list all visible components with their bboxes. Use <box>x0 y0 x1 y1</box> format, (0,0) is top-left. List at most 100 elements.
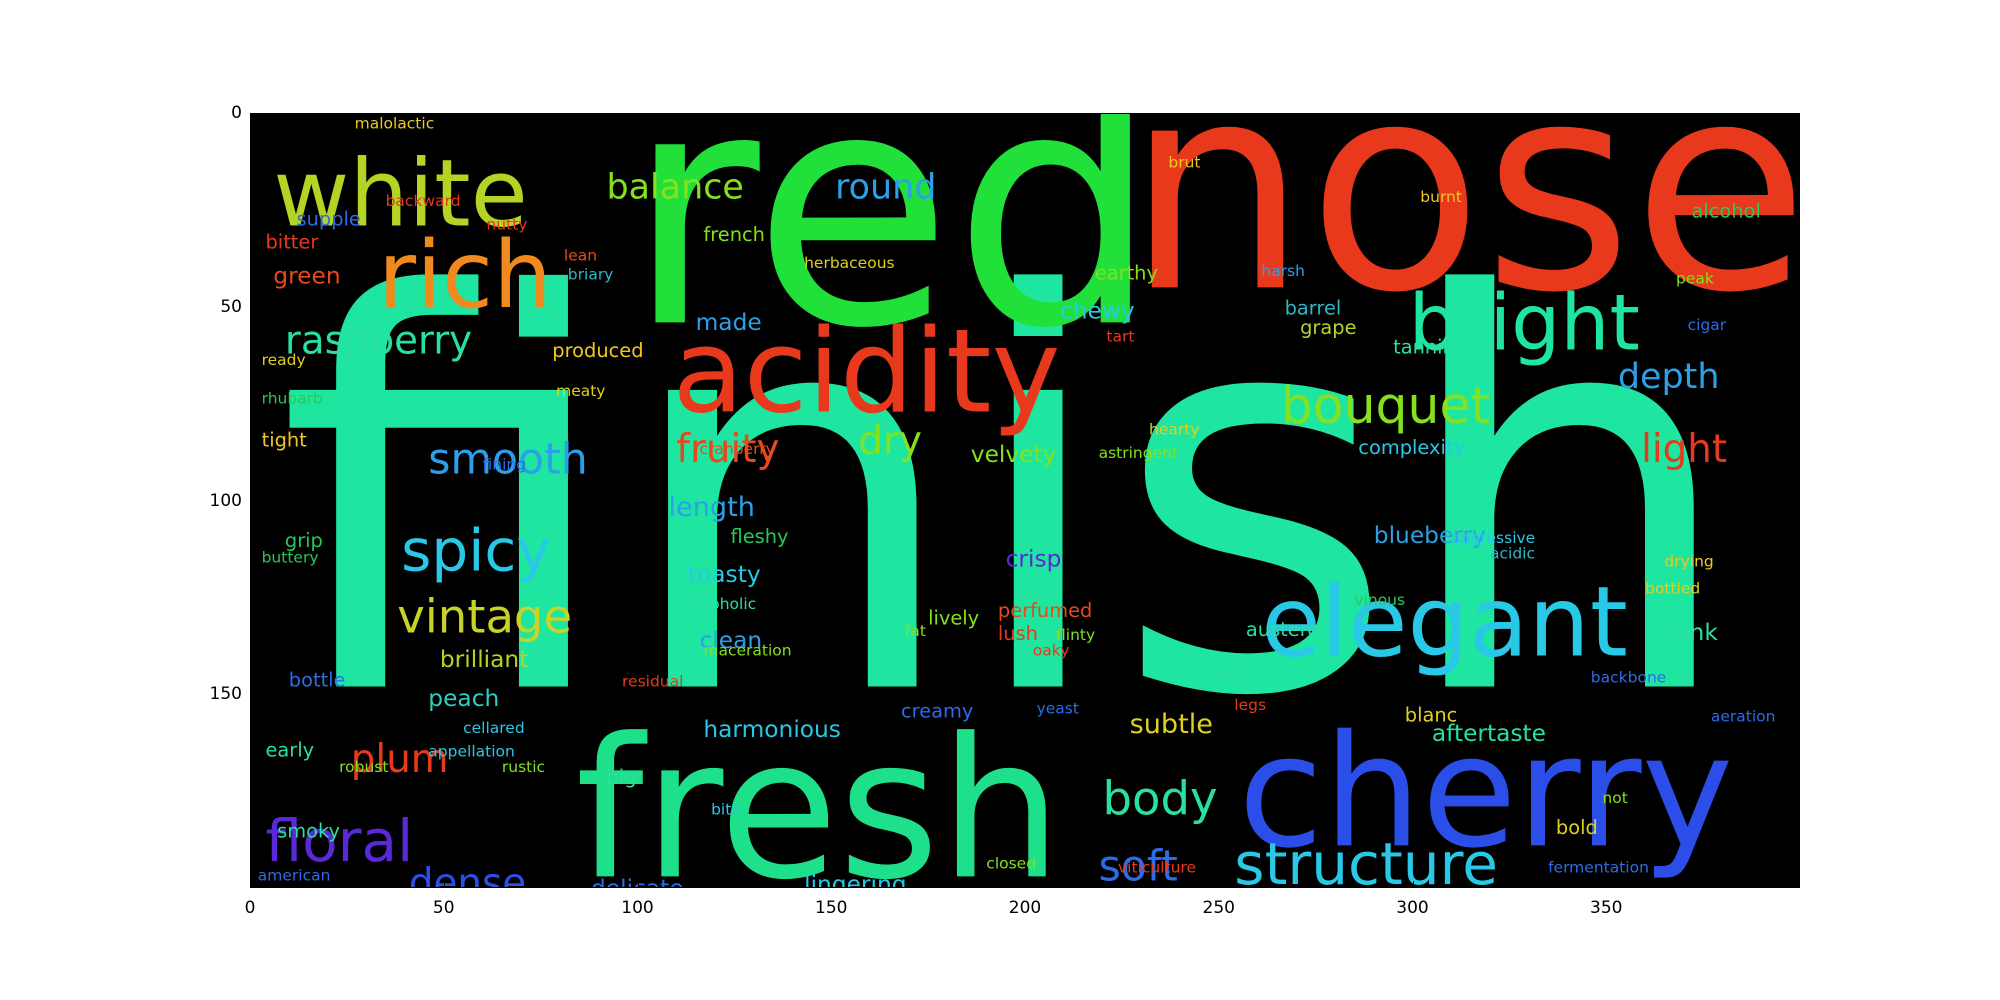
word-backward: backward <box>386 192 461 210</box>
word-acidity: acidity <box>672 304 1060 439</box>
word-alcoholic: alcoholic <box>688 595 756 613</box>
x-tick-label: 0 <box>244 898 256 918</box>
word-acidic: acidic <box>1490 545 1535 563</box>
word-aftertaste: aftertaste <box>1432 720 1546 747</box>
x-tick-label: 50 <box>432 898 455 918</box>
word-raspberry: raspberry <box>285 318 472 363</box>
word-depth: depth <box>1618 357 1720 397</box>
word-produced: produced <box>552 339 643 362</box>
x-tick-label: 200 <box>1008 898 1042 918</box>
word-fresh: fresh <box>576 696 1063 888</box>
word-grip: grip <box>285 529 323 552</box>
word-pink: pink <box>1668 619 1718 646</box>
word-fining: fining <box>483 456 527 474</box>
word-fruity: fruity <box>676 427 779 472</box>
word-elegant: elegant <box>1261 566 1627 679</box>
y-tick-mark <box>250 113 257 114</box>
word-aggressive: aggressive <box>1451 529 1535 547</box>
word-robust: robust <box>339 758 388 776</box>
word-austere: austere <box>1246 618 1319 641</box>
word-hard: hard <box>1203 661 1247 684</box>
y-tick-mark <box>250 500 257 502</box>
word-big: big <box>607 765 637 788</box>
word-complexity: complexity <box>1358 436 1465 459</box>
y-tick-label: 50 <box>220 296 242 317</box>
word-length: length <box>669 492 755 523</box>
word-legs: legs <box>1234 696 1266 714</box>
word-appellation: appellation <box>428 742 515 760</box>
word-fermentation: fermentation <box>1548 859 1649 877</box>
word-hearty: hearty <box>1149 421 1199 439</box>
word-white: white <box>273 139 528 247</box>
word-earthy: earthy <box>1095 262 1158 285</box>
word-red: red <box>626 113 1160 399</box>
word-lively: lively <box>928 607 979 630</box>
word-malolactic: malolactic <box>355 115 435 133</box>
word-cellared: cellared <box>463 719 525 737</box>
y-tick-label: 0 <box>231 103 242 123</box>
word-light: light <box>1641 427 1727 472</box>
word-french: french <box>703 223 765 246</box>
word-burnt: burnt <box>1420 188 1462 206</box>
word-yeast: yeast <box>1037 700 1079 718</box>
word-creamy: creamy <box>901 700 973 723</box>
y-tick-label: 100 <box>209 490 242 511</box>
word-brilliant: brilliant <box>440 646 528 673</box>
word-round: round <box>835 167 936 207</box>
word-nutty: nutty <box>486 215 527 233</box>
word-residual: residual <box>622 673 683 691</box>
x-tick-mark <box>1606 881 1608 888</box>
word-early: early <box>266 738 315 761</box>
word-floral: floral <box>266 807 414 875</box>
word-rich: rich <box>378 221 552 329</box>
word-velvety: velvety <box>971 441 1057 468</box>
y-tick-mark <box>250 306 257 308</box>
x-tick-mark <box>1218 881 1220 888</box>
word-lingering: lingering <box>804 871 906 888</box>
word-bite: bite <box>711 800 741 818</box>
word-subtle: subtle <box>1130 709 1213 740</box>
word-alcohol: alcohol <box>1692 200 1761 223</box>
x-tick-label: 150 <box>815 898 848 918</box>
word-cigar: cigar <box>1688 316 1727 334</box>
word-herbaceous: herbaceous <box>804 254 895 272</box>
word-toasty: toasty <box>688 561 761 588</box>
word-buttery: buttery <box>262 549 319 567</box>
word-dry: dry <box>858 419 922 464</box>
word-bottled: bottled <box>1645 580 1700 598</box>
word-dense: dense <box>409 861 526 888</box>
word-rhubarb: rhubarb <box>262 390 323 408</box>
word-lush: lush <box>998 622 1038 645</box>
word-briary: briary <box>568 266 614 284</box>
word-harmonious: harmonious <box>703 716 841 743</box>
x-tick-mark <box>1025 881 1026 888</box>
x-tick-label: 100 <box>621 898 654 918</box>
word-bottle: bottle <box>289 669 346 692</box>
word-cherry: cherry <box>1238 701 1733 882</box>
word-bold: bold <box>1556 816 1598 839</box>
word-rustic: rustic <box>502 758 545 776</box>
word-nose: nose <box>1126 113 1800 355</box>
word-structure: structure <box>1234 830 1498 888</box>
word-barrel: barrel <box>1285 297 1342 320</box>
word-harsh: harsh <box>1261 262 1305 280</box>
word-peach: peach <box>428 685 499 712</box>
word-smooth: smooth <box>428 434 588 484</box>
y-tick-label: 150 <box>209 684 242 705</box>
word-perfumed: perfumed <box>998 599 1092 622</box>
word-brut: brut <box>1168 153 1200 171</box>
word-oaky: oaky <box>1033 642 1070 660</box>
word-bouquet: bouquet <box>1281 376 1490 435</box>
x-tick-mark <box>1412 881 1414 888</box>
word-astringent: astringent <box>1099 444 1178 462</box>
word-cranberry: cranberry <box>700 440 775 458</box>
word-peak: peak <box>1676 270 1714 288</box>
x-tick-mark <box>637 881 639 888</box>
x-tick-label: 350 <box>1590 898 1623 918</box>
x-tick-label: 250 <box>1202 898 1235 918</box>
word-blueberry: blueberry <box>1374 522 1486 549</box>
word-backbone: backbone <box>1591 669 1667 687</box>
word-blanc: blanc <box>1405 703 1458 726</box>
word-ready: ready <box>262 351 306 369</box>
